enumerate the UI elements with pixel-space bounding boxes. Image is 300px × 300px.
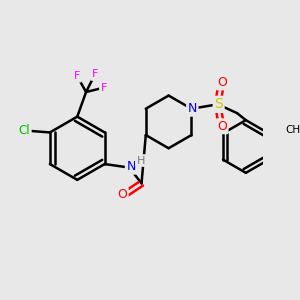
Text: N: N (126, 160, 136, 173)
Text: O: O (117, 188, 127, 201)
Text: F: F (92, 70, 98, 80)
Text: Cl: Cl (19, 124, 30, 137)
Text: CH₃: CH₃ (285, 125, 300, 135)
Text: O: O (217, 120, 227, 133)
Text: O: O (217, 76, 227, 89)
Text: F: F (74, 71, 80, 81)
Text: N: N (188, 102, 197, 115)
Text: H: H (136, 155, 145, 166)
Text: S: S (214, 97, 223, 111)
Text: F: F (100, 83, 107, 93)
